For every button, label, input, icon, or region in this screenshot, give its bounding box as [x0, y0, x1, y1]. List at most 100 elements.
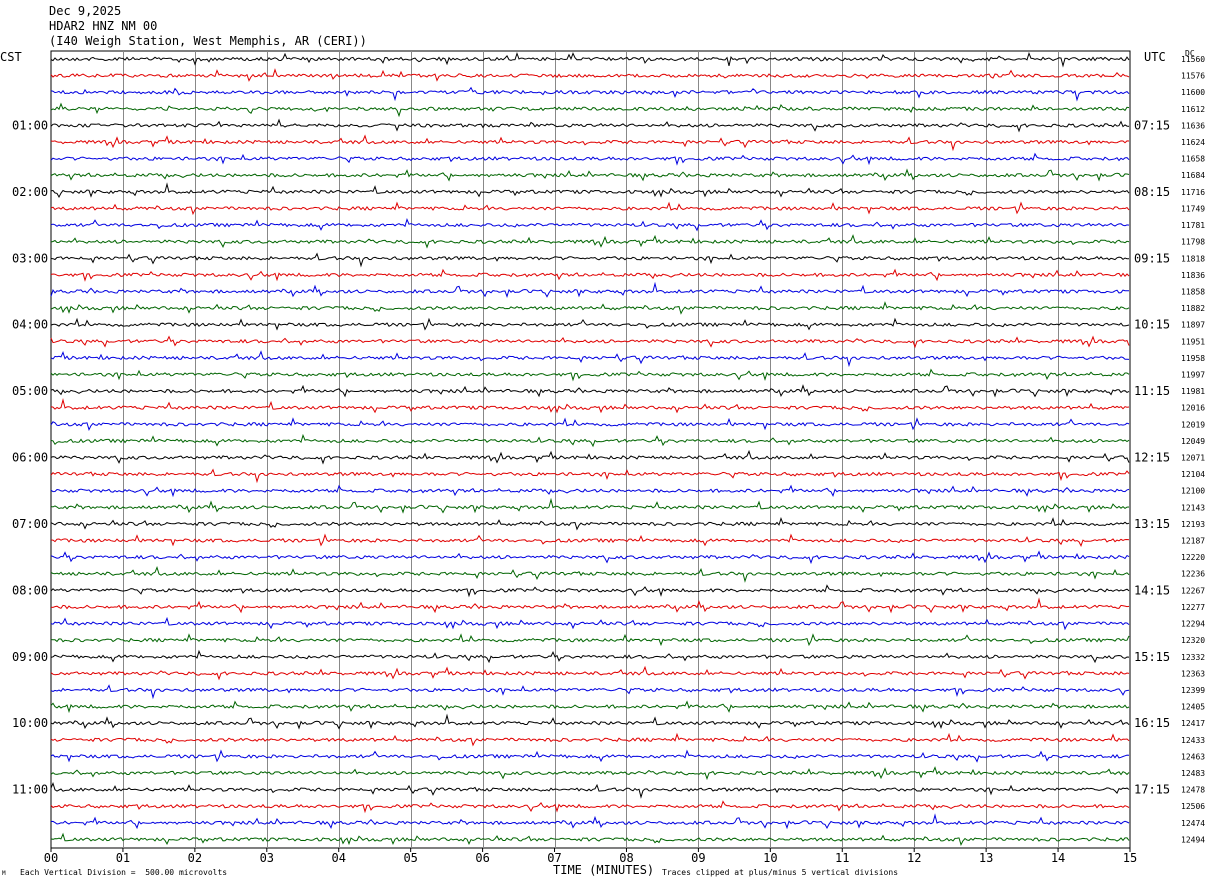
dc-value-label: 12277: [1181, 603, 1205, 612]
clip-note: Traces clipped at plus/minus 5 vertical …: [662, 868, 899, 877]
right-hour-label: 15:15: [1134, 650, 1170, 664]
right-hour-label: 16:15: [1134, 716, 1170, 730]
left-hour-label: 10:00: [12, 716, 48, 730]
seismic-trace: [50, 51, 1130, 68]
dc-value-label: 12483: [1181, 769, 1205, 778]
seismic-trace: [50, 168, 1130, 182]
right-hour-label: 13:15: [1134, 517, 1170, 531]
dc-value-label: 11600: [1181, 88, 1205, 97]
dc-value-label: 12193: [1181, 520, 1205, 529]
right-hour-label: 10:15: [1134, 318, 1170, 332]
x-tick-label: 01: [116, 851, 130, 865]
dc-value-label: 11560: [1181, 55, 1205, 64]
seismic-trace: [50, 449, 1130, 465]
seismic-trace: [50, 301, 1130, 315]
dc-value-label: 12463: [1181, 752, 1205, 761]
dc-value-label: 12016: [1181, 404, 1205, 413]
dc-value-label: 12267: [1181, 586, 1205, 595]
left-hour-label: 05:00: [12, 384, 48, 398]
right-hour-label: 09:15: [1134, 251, 1170, 265]
dc-value-label: 12494: [1181, 835, 1205, 844]
seismic-trace: [50, 633, 1130, 647]
seismic-trace: [50, 766, 1130, 781]
dc-value-label: 12433: [1181, 736, 1205, 745]
seismic-trace: [50, 182, 1130, 199]
header-station: HDAR2 HNZ NM 00: [49, 19, 158, 33]
seismic-trace: [50, 218, 1130, 232]
seismic-trace: [50, 201, 1130, 216]
left-hour-label: 09:00: [12, 650, 48, 664]
x-tick-label: 05: [403, 851, 417, 865]
dc-value-label: 12474: [1181, 819, 1205, 828]
x-tick-label: 03: [260, 851, 274, 865]
x-tick-label: 10: [763, 851, 777, 865]
seismic-trace: [50, 398, 1130, 414]
seismic-trace: [50, 533, 1130, 547]
x-tick-label: 08: [619, 851, 633, 865]
left-hour-label: 02:00: [12, 185, 48, 199]
seismic-trace: [50, 468, 1130, 484]
seismic-trace: [50, 335, 1130, 349]
dc-value-label: 12049: [1181, 437, 1205, 446]
seismic-trace: [50, 550, 1130, 565]
seismic-trace: [50, 417, 1130, 431]
right-hour-label: 12:15: [1134, 451, 1170, 465]
dc-value-label: 11636: [1181, 121, 1205, 130]
seismic-trace: [50, 832, 1130, 847]
seismic-trace: [50, 813, 1130, 830]
seismic-trace: [50, 268, 1130, 282]
seismic-trace: [50, 384, 1130, 398]
left-hour-label: 11:00: [12, 783, 48, 797]
dc-value-label: 12320: [1181, 636, 1205, 645]
seismic-trace: [50, 665, 1130, 681]
dc-value-label: 12019: [1181, 420, 1205, 429]
left-hour-label: 07:00: [12, 517, 48, 531]
left-hour-label: 06:00: [12, 451, 48, 465]
dc-value-label: 12506: [1181, 802, 1205, 811]
dc-value-label: 12294: [1181, 620, 1205, 629]
right-hour-label: 14:15: [1134, 583, 1170, 597]
left-hour-label: 03:00: [12, 251, 48, 265]
x-tick-label: 09: [691, 851, 705, 865]
dc-value-label: 12399: [1181, 686, 1205, 695]
dc-value-label: 12100: [1181, 487, 1205, 496]
dc-value-label: 11576: [1181, 72, 1205, 81]
plot-frame: [50, 50, 1131, 849]
seismic-trace: [50, 781, 1130, 799]
corner-mark: M: [2, 870, 6, 877]
header-date: Dec 9,2025: [49, 4, 122, 18]
dc-value-label: 11749: [1181, 204, 1205, 213]
dc-value-label: 11858: [1181, 287, 1205, 296]
dc-value-label: 11818: [1181, 254, 1205, 263]
seismic-trace: [50, 234, 1130, 249]
seismic-trace: [50, 597, 1130, 614]
x-tick-label: 07: [547, 851, 561, 865]
right-hour-label: 08:15: [1134, 185, 1170, 199]
right-hour-label: 17:15: [1134, 783, 1170, 797]
dc-value-label: 12187: [1181, 537, 1205, 546]
scale-note: Each Vertical Division = 500.00 microvol…: [20, 868, 228, 877]
x-tick-label: 06: [475, 851, 489, 865]
header-location: (I40 Weigh Station, West Memphis, AR (CE…: [49, 34, 367, 48]
dc-value-label: 11658: [1181, 155, 1205, 164]
seismic-trace: [50, 800, 1130, 814]
seismic-trace: [50, 317, 1130, 331]
dc-value-label: 11798: [1181, 238, 1205, 247]
dc-value-label: 12143: [1181, 503, 1205, 512]
seismic-trace: [50, 566, 1130, 583]
seismic-trace: [50, 732, 1130, 747]
right-hour-label: 11:15: [1134, 384, 1170, 398]
dc-value-label: 12417: [1181, 719, 1205, 728]
dc-column-label: DC: [1185, 49, 1195, 58]
x-tick-label: 14: [1051, 851, 1065, 865]
dc-value-label: 11684: [1181, 171, 1205, 180]
dc-value-label: 11958: [1181, 354, 1205, 363]
dc-value-label: 11951: [1181, 337, 1205, 346]
x-tick-label: 02: [188, 851, 202, 865]
x-tick-label: 11: [835, 851, 849, 865]
seismic-trace: [50, 368, 1130, 382]
left-hour-label: 01:00: [12, 118, 48, 132]
seismic-trace: [50, 584, 1130, 598]
dc-value-label: 12363: [1181, 669, 1205, 678]
